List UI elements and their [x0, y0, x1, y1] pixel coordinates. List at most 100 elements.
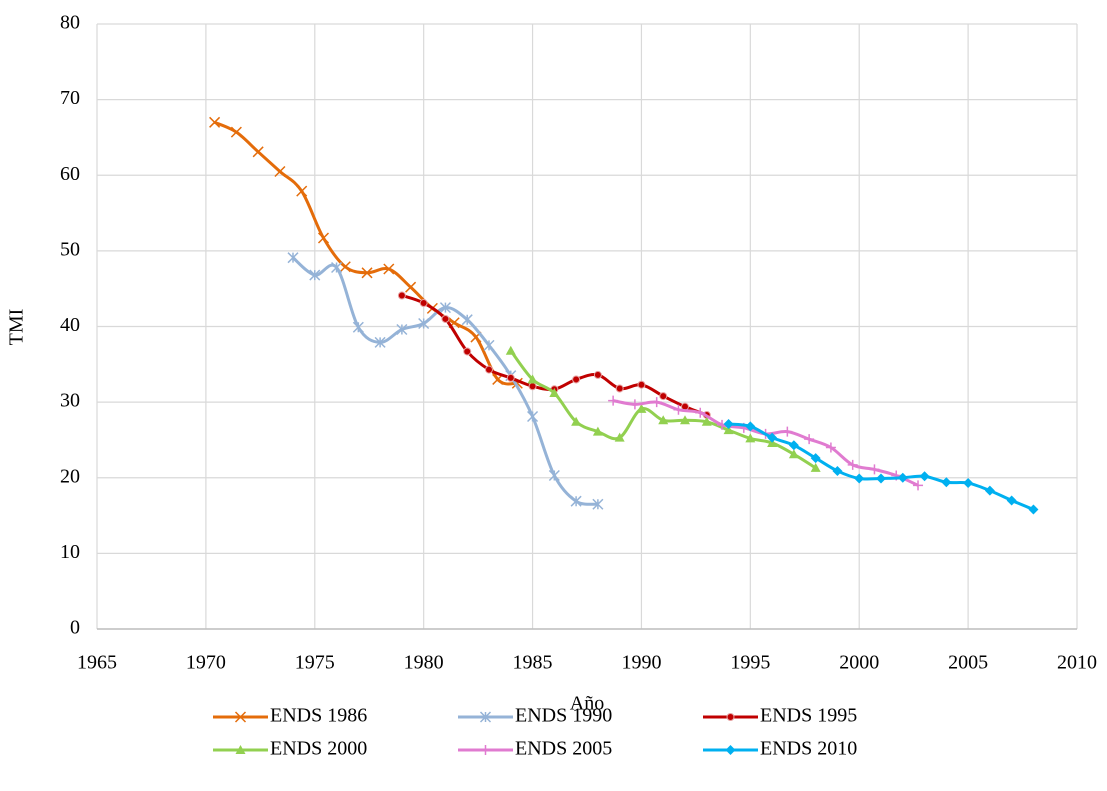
- marker: [897, 472, 908, 483]
- marker: [234, 711, 247, 723]
- marker: [485, 365, 493, 374]
- marker: [963, 478, 974, 489]
- marker: [767, 432, 778, 443]
- marker: [629, 399, 640, 410]
- marker: [339, 261, 351, 273]
- marker: [331, 261, 343, 274]
- marker: [810, 462, 821, 472]
- x-tick-label: 2000: [839, 652, 879, 674]
- marker: [869, 464, 880, 475]
- legend-label: ENDS 2000: [270, 738, 367, 760]
- marker: [506, 373, 515, 382]
- line: [292, 256, 599, 506]
- marker: [572, 375, 581, 384]
- x-tick-label: 1995: [730, 652, 770, 674]
- marker: [592, 498, 604, 510]
- marker: [441, 314, 450, 323]
- marker: [745, 421, 756, 432]
- marker: [788, 449, 799, 459]
- marker: [854, 473, 865, 484]
- y-tick-label: 40: [60, 314, 80, 336]
- marker: [941, 477, 952, 488]
- marker: [527, 374, 538, 384]
- marker: [788, 440, 799, 451]
- marker: [651, 397, 662, 408]
- marker: [480, 745, 491, 755]
- marker: [352, 321, 364, 333]
- marker: [726, 713, 735, 721]
- marker: [397, 291, 406, 300]
- marker: [230, 126, 242, 138]
- y-tick-label: 10: [60, 541, 80, 563]
- marker: [235, 745, 246, 754]
- marker: [615, 384, 624, 393]
- marker: [673, 404, 684, 415]
- x-tick-label: 1970: [186, 652, 226, 674]
- line: [509, 349, 817, 470]
- legend-label: ENDS 1995: [760, 705, 857, 727]
- y-tick-label: 70: [60, 87, 80, 109]
- marker: [745, 433, 756, 443]
- marker: [608, 395, 619, 406]
- marker: [825, 442, 836, 453]
- marker: [570, 495, 582, 507]
- marker: [1028, 504, 1039, 515]
- marker: [658, 415, 669, 425]
- marker: [419, 299, 428, 308]
- marker: [479, 711, 492, 723]
- marker: [274, 165, 286, 177]
- marker: [571, 416, 582, 426]
- x-tick-label: 1985: [513, 652, 553, 674]
- marker: [782, 426, 793, 437]
- marker: [695, 407, 706, 418]
- legend-label: ENDS 1990: [515, 705, 612, 727]
- marker: [549, 388, 560, 398]
- marker: [418, 317, 430, 330]
- marker: [483, 339, 495, 351]
- x-tick-label: 2010: [1057, 652, 1097, 674]
- marker: [847, 459, 858, 470]
- x-tick-label: 1990: [621, 652, 661, 674]
- marker: [383, 263, 395, 275]
- legend-label: ENDS 2010: [760, 738, 857, 760]
- marker: [725, 745, 736, 755]
- x-tick-label: 1965: [77, 652, 117, 674]
- marker: [723, 425, 734, 435]
- marker: [723, 419, 734, 430]
- marker: [637, 380, 646, 389]
- y-tick-label: 80: [60, 12, 80, 34]
- marker: [527, 410, 539, 423]
- y-axis-label: TMI: [6, 309, 28, 346]
- marker: [592, 426, 603, 436]
- marker: [913, 480, 924, 491]
- legend-label: ENDS 1986: [270, 705, 367, 727]
- y-tick-label: 60: [60, 163, 80, 185]
- y-tick-label: 50: [60, 238, 80, 260]
- marker: [252, 146, 264, 158]
- legend-label: ENDS 2005: [515, 738, 612, 760]
- marker: [361, 267, 373, 279]
- y-tick-label: 20: [60, 465, 80, 487]
- marker: [804, 434, 815, 445]
- x-tick-label: 1980: [404, 652, 444, 674]
- marker: [1006, 495, 1017, 506]
- marker: [396, 323, 408, 336]
- line: [213, 120, 518, 386]
- marker: [548, 469, 560, 482]
- marker: [309, 269, 321, 281]
- marker: [374, 336, 386, 348]
- x-axis-label: Año: [570, 693, 604, 715]
- marker: [287, 252, 299, 264]
- marker: [614, 432, 625, 442]
- marker: [919, 471, 930, 482]
- marker: [680, 415, 690, 425]
- line: [612, 399, 919, 487]
- marker: [984, 485, 995, 496]
- x-tick-label: 2005: [948, 652, 988, 674]
- marker: [461, 314, 473, 326]
- marker: [636, 403, 647, 413]
- marker: [528, 382, 537, 391]
- marker: [593, 370, 602, 379]
- marker: [296, 185, 308, 197]
